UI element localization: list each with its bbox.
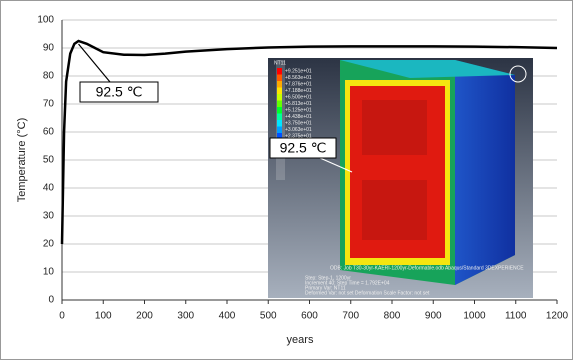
- x-tick-label: 200: [136, 311, 153, 322]
- x-tick-label: 100: [95, 311, 112, 322]
- inset-legend-value: +3.063e+01: [285, 127, 312, 133]
- y-tick-label: 70: [43, 99, 55, 110]
- legend-swatch: [277, 88, 282, 95]
- x-tick-label: 900: [425, 311, 442, 322]
- y-tick-label: 80: [43, 71, 55, 82]
- y-tick-label: 30: [43, 211, 55, 222]
- annotation: 92.5 ℃: [96, 84, 143, 100]
- inset-legend-value: +7.876e+01: [285, 81, 312, 87]
- y-tick-label: 10: [43, 267, 55, 278]
- legend-swatch: [277, 81, 282, 88]
- inset-legend-value: +3.750e+01: [285, 120, 312, 126]
- x-tick-label: 1000: [463, 311, 486, 322]
- inset-legend-title: NT11: [274, 60, 286, 66]
- inset-legend-value: +9.251e+01: [285, 68, 312, 74]
- chart: years Temperature (°C) NT11 +9.251e+01+8…: [0, 0, 573, 360]
- legend-swatch: [277, 75, 282, 82]
- y-tick-label: 20: [43, 239, 55, 250]
- x-tick-label: 300: [177, 311, 194, 322]
- y-tick-label: 0: [48, 295, 54, 306]
- inset-legend-value: +8.563e+01: [285, 75, 312, 81]
- y-tick-label: 90: [43, 43, 55, 54]
- x-tick-label: 800: [384, 311, 401, 322]
- x-axis-label: years: [287, 334, 314, 346]
- x-tick-label: 0: [59, 311, 65, 322]
- legend-swatch: [277, 127, 282, 134]
- y-axis-label: Temperature (°C): [16, 118, 28, 202]
- inset-legend-value: +7.188e+01: [285, 88, 312, 94]
- y-tick-label: 50: [43, 155, 55, 166]
- y-tick-label: 100: [37, 15, 54, 26]
- inset-footer: Deformed Var: not set Deformation Scale …: [305, 290, 430, 296]
- annotation: 92.5 ℃: [280, 140, 327, 156]
- legend-swatch: [277, 107, 282, 114]
- y-tick-label: 60: [43, 127, 55, 138]
- legend-swatch: [277, 94, 282, 101]
- inset-footer: ODB: Job T30-30yr-KAERI-1200yr-Deformabl…: [330, 265, 524, 271]
- y-tick-label: 40: [43, 183, 55, 194]
- x-tick-label: 400: [219, 311, 236, 322]
- legend-swatch: [277, 101, 282, 108]
- x-tick-label: 1200: [546, 311, 569, 322]
- legend-swatch: [277, 120, 282, 127]
- inset-legend-value: +6.500e+01: [285, 94, 312, 100]
- x-tick-label: 1100: [505, 311, 527, 322]
- legend-swatch: [277, 68, 282, 75]
- x-tick-label: 700: [342, 311, 359, 322]
- legend-swatch: [277, 114, 282, 121]
- inset-legend-value: +5.813e+01: [285, 101, 312, 107]
- x-tick-label: 600: [301, 311, 318, 322]
- inset-legend-value: +5.125e+01: [285, 107, 312, 113]
- x-tick-label: 500: [260, 311, 277, 322]
- inset-legend-value: +4.438e+01: [285, 114, 312, 120]
